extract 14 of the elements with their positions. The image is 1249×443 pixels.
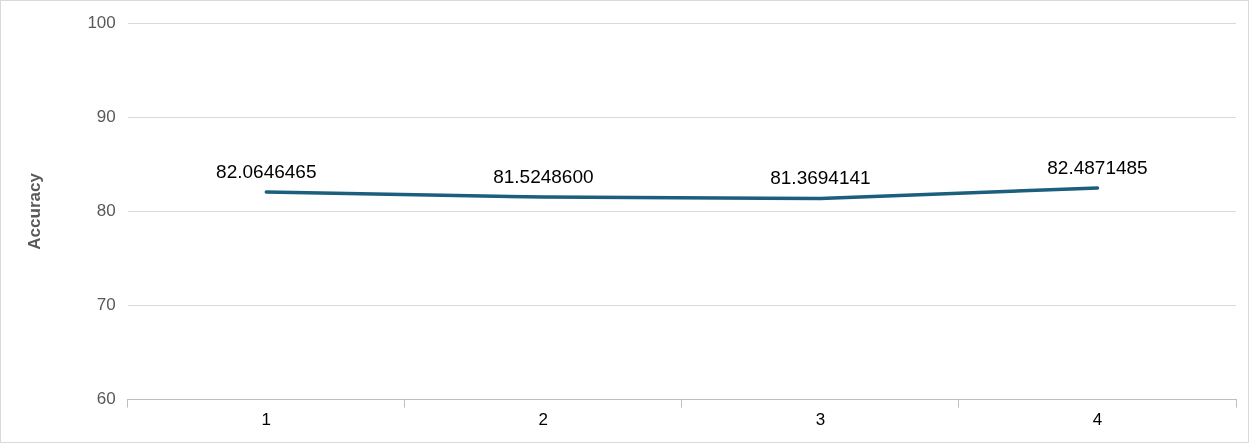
x-tick-label: 3 bbox=[815, 410, 826, 430]
data-label: 81.5248600 bbox=[493, 165, 594, 187]
y-tick-label: 100 bbox=[87, 12, 116, 32]
data-label: 82.4871485 bbox=[1047, 156, 1148, 178]
x-tick-label: 4 bbox=[1092, 410, 1103, 430]
y-tick-label: 70 bbox=[96, 295, 116, 315]
data-label: 82.0646465 bbox=[216, 160, 317, 182]
data-label: 81.3694141 bbox=[770, 167, 871, 189]
y-tick-label: 90 bbox=[96, 106, 116, 126]
y-axis-title: Accuracy bbox=[24, 172, 44, 250]
x-tick-label: 2 bbox=[538, 410, 549, 430]
y-tick-label: 80 bbox=[96, 201, 116, 221]
y-tick-label: 60 bbox=[96, 389, 116, 409]
x-tick-label: 1 bbox=[261, 410, 272, 430]
